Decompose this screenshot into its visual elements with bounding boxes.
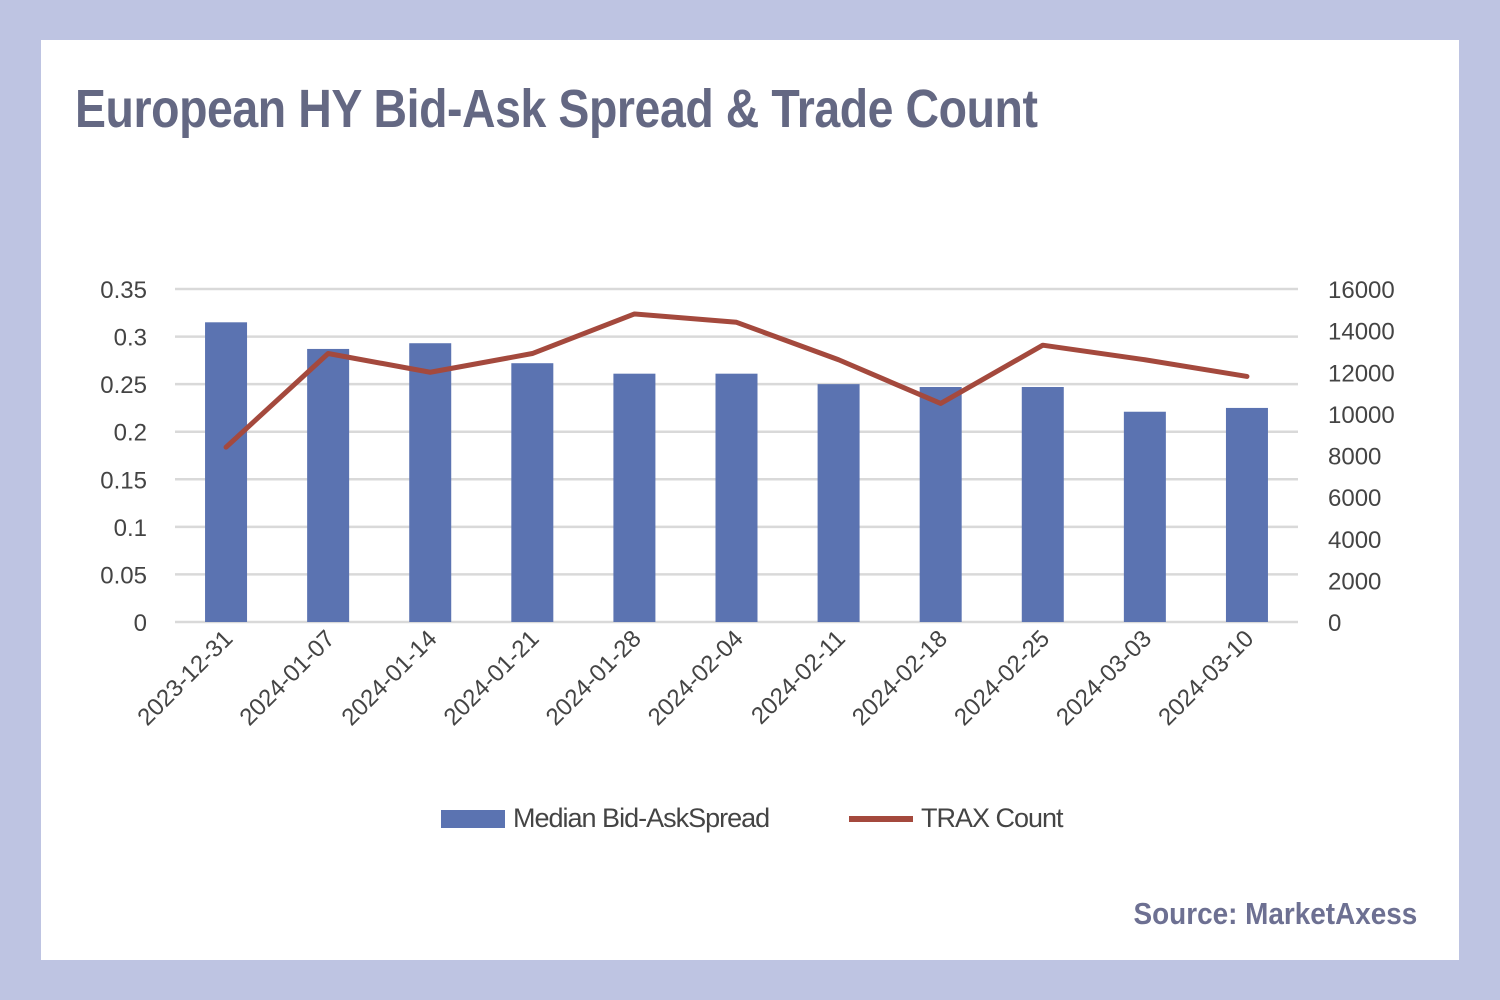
bar bbox=[205, 322, 248, 622]
legend-line-label: TRAX Count bbox=[921, 803, 1064, 833]
y-left-tick-label: 0.2 bbox=[114, 420, 147, 447]
bar-series bbox=[205, 322, 1268, 622]
x-tick-label: 2024-02-25 bbox=[949, 625, 1055, 731]
x-tick-label: 2024-01-21 bbox=[439, 625, 545, 731]
left-axis-ticks: 0 0.05 0.1 0.15 0.2 0.25 0.3 0.35 bbox=[100, 277, 147, 637]
x-tick-label: 2024-01-28 bbox=[541, 625, 647, 731]
source-note: Source: MarketAxess bbox=[1133, 896, 1417, 931]
y-right-tick-label: 8000 bbox=[1328, 444, 1381, 471]
x-tick-label: 2023-12-31 bbox=[132, 625, 238, 731]
x-tick-label: 2024-01-14 bbox=[337, 625, 443, 731]
y-left-tick-label: 0.05 bbox=[100, 562, 147, 589]
bar bbox=[1225, 407, 1268, 622]
x-tick-label: 2024-01-07 bbox=[234, 625, 340, 731]
chart-title: European HY Bid-Ask Spread & Trade Count bbox=[75, 79, 1038, 139]
x-tick-label: 2024-02-11 bbox=[746, 625, 851, 730]
y-right-tick-label: 12000 bbox=[1328, 360, 1395, 387]
y-right-tick-label: 4000 bbox=[1328, 527, 1381, 554]
legend: Median Bid-AskSpread TRAX Count bbox=[441, 803, 1065, 833]
y-right-tick-label: 14000 bbox=[1328, 319, 1395, 346]
y-left-tick-label: 0.35 bbox=[100, 277, 147, 304]
bar bbox=[817, 384, 860, 622]
x-tick-label: 2024-03-03 bbox=[1051, 625, 1157, 731]
y-right-tick-label: 16000 bbox=[1328, 277, 1395, 304]
y-left-tick-label: 0.15 bbox=[100, 467, 147, 494]
bar bbox=[1021, 386, 1064, 622]
bar bbox=[1123, 411, 1166, 622]
y-right-tick-label: 0 bbox=[1328, 610, 1341, 637]
bar bbox=[409, 343, 452, 622]
trax-count-line bbox=[223, 311, 1250, 450]
legend-bar-label: Median Bid-AskSpread bbox=[513, 803, 769, 833]
y-left-tick-label: 0.1 bbox=[114, 515, 147, 542]
bar bbox=[307, 348, 350, 622]
line-series bbox=[223, 311, 1250, 450]
y-right-tick-label: 10000 bbox=[1328, 402, 1395, 429]
bar bbox=[511, 363, 554, 622]
legend-bar-swatch bbox=[441, 810, 505, 828]
y-left-tick-label: 0 bbox=[134, 610, 147, 637]
bar bbox=[919, 386, 962, 622]
y-right-tick-label: 2000 bbox=[1328, 568, 1381, 595]
x-tick-label: 2024-02-18 bbox=[847, 625, 953, 731]
right-axis-ticks: 0 2000 4000 6000 8000 10000 12000 14000 16000 bbox=[1328, 277, 1395, 637]
x-axis-ticks: 2023-12-312024-01-072024-01-142024-01-21… bbox=[132, 625, 1259, 731]
y-right-tick-label: 6000 bbox=[1328, 485, 1381, 512]
y-left-tick-label: 0.3 bbox=[114, 325, 147, 352]
bar bbox=[613, 373, 656, 622]
x-tick-label: 2024-03-10 bbox=[1153, 625, 1259, 731]
y-left-tick-label: 0.25 bbox=[100, 372, 147, 399]
x-tick-label: 2024-02-04 bbox=[643, 625, 749, 731]
bar bbox=[715, 373, 758, 622]
